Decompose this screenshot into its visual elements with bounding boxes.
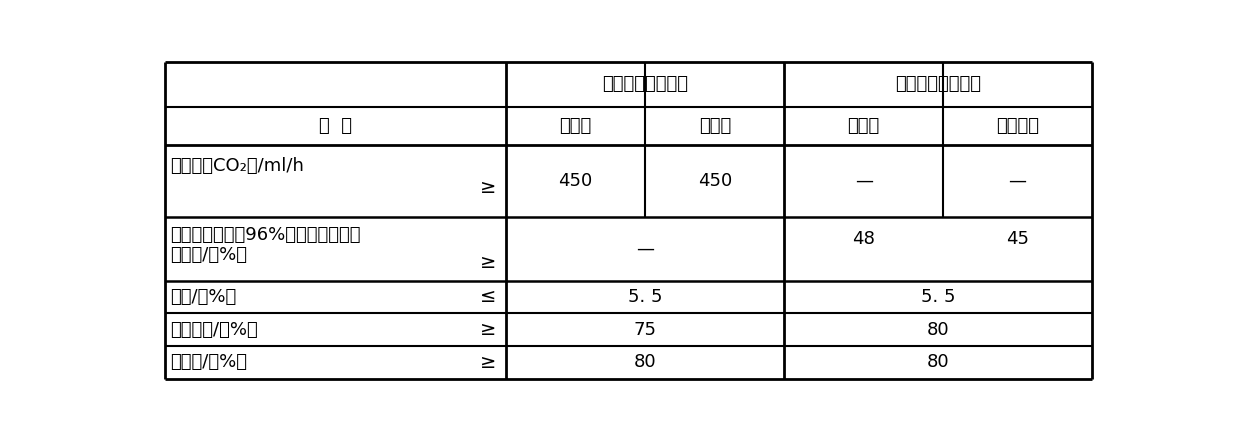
Text: —: — xyxy=(636,240,655,258)
Text: ≥: ≥ xyxy=(480,178,497,197)
Text: 5. 5: 5. 5 xyxy=(627,288,662,306)
Text: 常温型: 常温型 xyxy=(848,116,880,135)
Text: 活细胞率/（%）: 活细胞率/（%） xyxy=(170,321,258,339)
Text: —: — xyxy=(854,172,873,190)
Text: 淀粉出酒率（以96%（体积分数）乙: 淀粉出酒率（以96%（体积分数）乙 xyxy=(170,226,361,244)
Text: 80: 80 xyxy=(634,353,656,372)
Text: 耐高温型: 耐高温型 xyxy=(996,116,1039,135)
Text: 450: 450 xyxy=(698,172,732,190)
Text: 发酵力（CO₂）/ml/h: 发酵力（CO₂）/ml/h xyxy=(170,157,304,175)
Text: 80: 80 xyxy=(928,321,950,339)
Text: 80: 80 xyxy=(928,353,950,372)
Text: 48: 48 xyxy=(852,230,875,248)
Text: ≥: ≥ xyxy=(480,252,497,271)
Text: 75: 75 xyxy=(634,321,657,339)
Text: 项  目: 项 目 xyxy=(319,116,352,135)
Text: ≥: ≥ xyxy=(480,320,497,339)
Text: ≥: ≥ xyxy=(480,353,497,372)
Text: 5. 5: 5. 5 xyxy=(921,288,956,306)
Text: 低糖型: 低糖型 xyxy=(559,116,591,135)
Text: 醇计）/（%）: 醇计）/（%） xyxy=(170,246,247,265)
Text: —: — xyxy=(1008,172,1027,190)
Text: 水分/（%）: 水分/（%） xyxy=(170,288,237,306)
Text: ≤: ≤ xyxy=(480,288,497,307)
Text: 高糖型: 高糖型 xyxy=(698,116,730,135)
Text: 45: 45 xyxy=(1006,230,1029,248)
Text: 450: 450 xyxy=(558,172,593,190)
Text: 酿酒高活性干酵母: 酿酒高活性干酵母 xyxy=(895,75,981,94)
Text: 面包高活性干酵母: 面包高活性干酵母 xyxy=(603,75,688,94)
Text: 保存率/（%）: 保存率/（%） xyxy=(170,353,247,372)
